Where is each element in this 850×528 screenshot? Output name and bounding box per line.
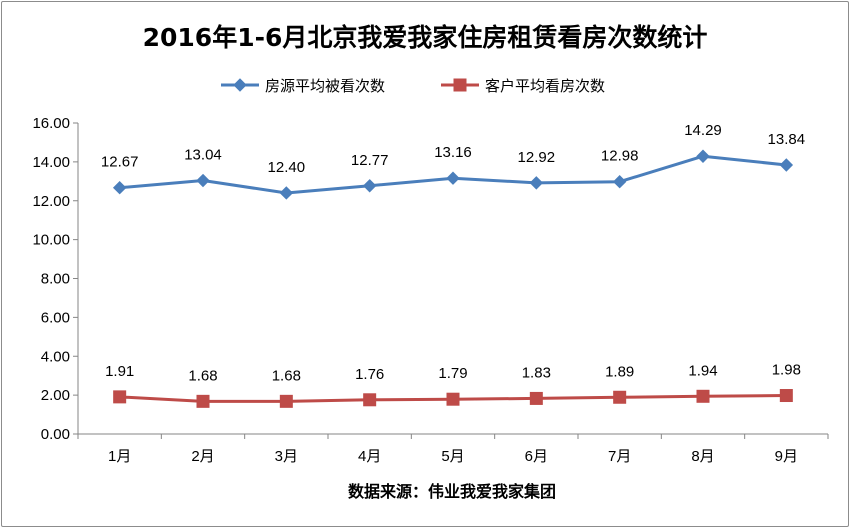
- x-tick-label: 4月: [358, 448, 381, 465]
- y-tick-label: 0.00: [41, 426, 70, 443]
- x-tick-label: 6月: [525, 448, 548, 465]
- legend-marker: [453, 78, 467, 92]
- x-tick-label: 3月: [275, 448, 298, 465]
- data-point: [696, 389, 710, 403]
- legend-entry-1: 房源平均被看次数: [221, 77, 385, 95]
- data-point: [696, 149, 710, 163]
- y-tick-label: 2.00: [41, 387, 70, 404]
- x-axis-ticks: 1月 2月 3月 4月 5月 6月 7月 8月 9月: [77, 434, 829, 465]
- data-point: [779, 158, 794, 172]
- y-tick-label: 4.00: [41, 348, 70, 365]
- x-tick-label: 9月: [775, 448, 798, 465]
- data-point: [113, 390, 127, 404]
- x-tick-label: 7月: [608, 448, 631, 465]
- plot-area: 12.67 13.04 12.40 12.77 13.16 12.92 12.98 14.29…: [101, 122, 806, 408]
- data-label: 12.77: [351, 152, 389, 169]
- x-axis-label: 数据来源：伟业我爱我家集团: [348, 482, 556, 501]
- data-point: [279, 394, 293, 408]
- y-tick-label: 12.00: [32, 193, 70, 210]
- data-point: [196, 394, 210, 408]
- legend: 房源平均被看次数 客户平均看房次数: [221, 77, 605, 95]
- data-point: [196, 173, 210, 188]
- data-label: 13.16: [434, 144, 472, 161]
- data-label: 1.68: [188, 367, 217, 384]
- y-tick-label: 16.00: [32, 115, 70, 132]
- chart-title: 2016年1-6月北京我爱我家住房租赁看房次数统计: [143, 23, 708, 52]
- data-label: 1.83: [522, 364, 551, 381]
- series-2: 1.91 1.68 1.68 1.76 1.79 1.83 1.89 1.94 1.98: [105, 362, 801, 408]
- data-label: 13.04: [184, 147, 222, 164]
- y-axis-ticks: 0.00 2.00 4.00 6.00 8.00 10.00 12.00 14.00 16.00: [32, 115, 78, 443]
- data-label: 1.79: [438, 365, 467, 382]
- data-point: [529, 391, 543, 405]
- data-label: 1.76: [355, 366, 384, 383]
- data-point: [363, 393, 377, 407]
- y-tick-label: 6.00: [41, 309, 70, 326]
- data-point: [529, 176, 544, 190]
- legend-entry-2: 客户平均看房次数: [441, 77, 605, 95]
- data-point: [612, 174, 627, 189]
- data-point: [362, 179, 377, 193]
- data-label: 12.40: [268, 159, 306, 176]
- y-tick-label: 8.00: [41, 271, 70, 288]
- legend-label: 客户平均看房次数: [485, 77, 605, 95]
- data-label: 1.94: [688, 362, 717, 379]
- data-point: [446, 392, 460, 406]
- y-tick-label: 10.00: [32, 232, 70, 249]
- x-tick-label: 8月: [691, 448, 714, 465]
- data-point: [613, 390, 627, 404]
- data-label: 13.84: [768, 131, 806, 148]
- x-tick-label: 2月: [191, 448, 214, 465]
- data-label: 12.67: [101, 154, 139, 171]
- data-label: 1.98: [772, 362, 801, 379]
- x-tick-label: 1月: [108, 448, 131, 465]
- data-point: [446, 171, 460, 185]
- data-label: 1.91: [105, 363, 134, 380]
- data-point: [779, 389, 793, 403]
- data-label: 1.89: [605, 363, 634, 380]
- data-point: [279, 186, 294, 200]
- series-1: 12.67 13.04 12.40 12.77 13.16 12.92 12.98 14.29…: [101, 122, 806, 200]
- data-point: [112, 181, 127, 195]
- x-tick-label: 5月: [441, 448, 464, 465]
- legend-label: 房源平均被看次数: [265, 77, 385, 95]
- data-label: 12.98: [601, 148, 639, 165]
- data-label: 14.29: [684, 122, 722, 139]
- legend-marker: [233, 78, 247, 92]
- y-tick-label: 14.00: [32, 154, 70, 171]
- data-label: 12.92: [518, 149, 556, 166]
- data-label: 1.68: [272, 367, 301, 384]
